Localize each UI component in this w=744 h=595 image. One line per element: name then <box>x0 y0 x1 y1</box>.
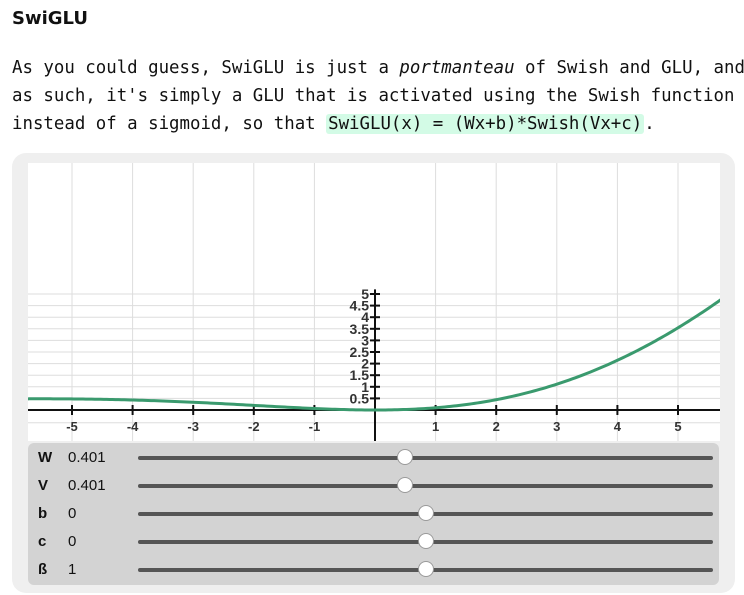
text-run: As you could guess, SwiGLU is just a <box>12 58 400 78</box>
x-tick-label: -5 <box>66 419 78 434</box>
y-tick-label: 5 <box>361 286 369 302</box>
y-tick-label: 1.5 <box>350 367 370 383</box>
param-label: V <box>38 477 49 494</box>
x-tick-label: 2 <box>493 419 500 434</box>
y-tick-label: 2.5 <box>350 344 370 360</box>
x-tick-label: -3 <box>187 419 199 434</box>
slider-thumb[interactable] <box>417 505 434 521</box>
x-tick-label: 4 <box>614 419 622 434</box>
param-label: W <box>38 449 53 466</box>
slider-thumb[interactable] <box>417 533 434 549</box>
y-tick-label: 3.5 <box>350 321 370 337</box>
param-value: 0 <box>68 533 77 550</box>
slider-thumb[interactable] <box>417 561 434 577</box>
swiglu-plot: -5 -4 -3 -2 -1 1 2 3 4 50.511.522.533.544.55 <box>28 163 720 441</box>
y-tick-label: 3 <box>361 332 369 348</box>
x-tick-label: 3 <box>553 419 560 434</box>
paragraph-line-3: instead of a sigmoid, so that SwiGLU(x) … <box>12 110 732 138</box>
text-run: instead of a sigmoid, so that <box>12 114 327 134</box>
slider-row-0: W 0.401 <box>28 444 719 472</box>
x-tick-label: -4 <box>127 419 139 434</box>
plot-tick-labels: -5 -4 -3 -2 -1 1 2 3 4 50.511.522.533.544.55 <box>66 286 681 434</box>
text-run: of Swish and GLU, and <box>514 58 744 78</box>
y-tick-label: 4.5 <box>350 298 370 314</box>
x-tick-label: 5 <box>674 419 681 434</box>
description-paragraph: As you could guess, SwiGLU is just a por… <box>12 54 744 138</box>
x-tick-label: 1 <box>432 419 439 434</box>
slider-thumb[interactable] <box>397 449 414 465</box>
param-value: 0.401 <box>68 449 106 466</box>
param-value: 1 <box>68 561 77 578</box>
swiglu-curve <box>28 298 720 412</box>
y-tick-label: 2 <box>361 356 369 372</box>
param-value: 0 <box>68 505 77 522</box>
paragraph-line-2: as such, it's simply a GLU that is activ… <box>12 86 735 106</box>
section-heading: SwiGLU <box>12 8 88 29</box>
param-value: 0.401 <box>68 477 106 494</box>
x-tick-label: -1 <box>309 419 321 434</box>
emphasis-text: portmanteau <box>399 58 515 78</box>
param-label: c <box>38 533 47 550</box>
y-tick-label: 1 <box>361 379 369 395</box>
param-label: ß <box>38 561 48 578</box>
param-label: b <box>38 505 48 522</box>
paragraph-line-1: As you could guess, SwiGLU is just a por… <box>12 54 744 82</box>
text-run: . <box>644 114 655 134</box>
slider-track[interactable] <box>138 484 713 488</box>
y-tick-label: 0.5 <box>350 390 370 406</box>
formula-code: SwiGLU(x) = (Wx+b)*Swish(Vx+c) <box>326 114 645 134</box>
slider-thumb[interactable] <box>397 477 414 493</box>
x-tick-label: -2 <box>248 419 260 434</box>
slider-track[interactable] <box>138 456 713 460</box>
y-tick-label: 4 <box>361 309 369 325</box>
parameter-panel: W 0.401 V 0.401 b 0 c 0 ß 1 <box>28 443 719 585</box>
slider-row-1: V 0.401 <box>28 472 719 500</box>
